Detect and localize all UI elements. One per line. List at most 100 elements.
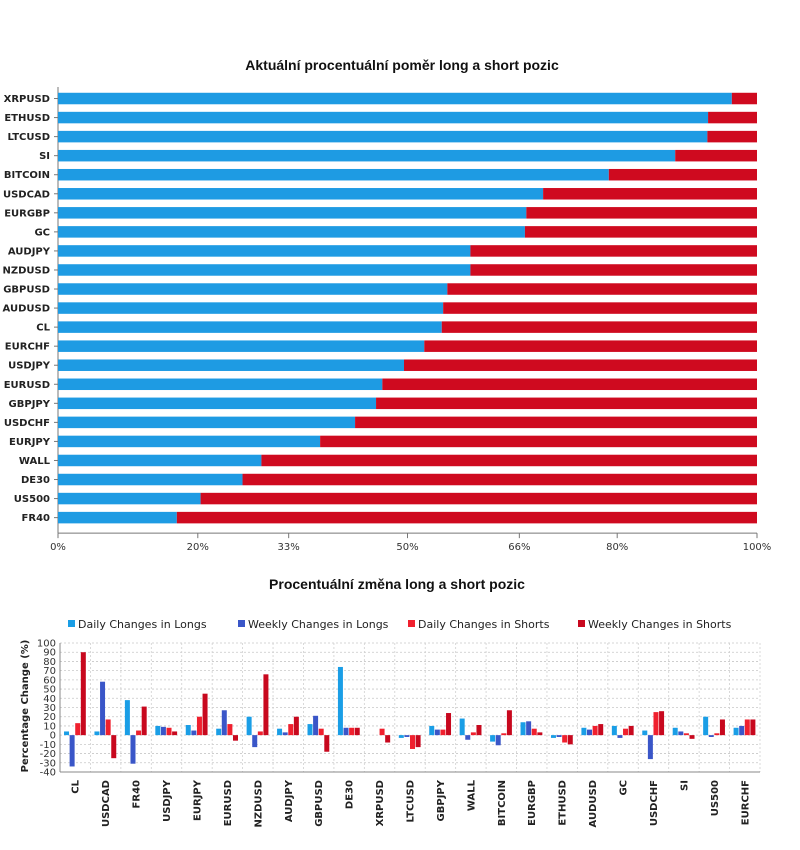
bar-daily-shorts-eurgbp[interactable] xyxy=(531,728,537,736)
bar-weekly-shorts-usdchf[interactable] xyxy=(659,711,665,736)
bar-daily-shorts-cl[interactable] xyxy=(75,723,81,736)
bar-long-xrpusd[interactable] xyxy=(58,92,732,105)
bar-short-us500[interactable] xyxy=(200,492,757,505)
bar-daily-longs-eurjpy[interactable] xyxy=(185,725,191,736)
bar-daily-longs-fr40[interactable] xyxy=(124,700,130,736)
bar-short-audusd[interactable] xyxy=(443,302,757,314)
bar-short-gbpjpy[interactable] xyxy=(376,397,757,410)
bar-daily-shorts-usdjpy[interactable] xyxy=(166,727,172,736)
bar-daily-longs-bitcoin[interactable] xyxy=(490,735,496,742)
bar-daily-longs-wall[interactable] xyxy=(459,718,465,736)
bar-long-eurgbp[interactable] xyxy=(58,207,527,219)
bar-weekly-longs-usdcad[interactable] xyxy=(100,681,106,736)
bar-daily-shorts-gbpjpy[interactable] xyxy=(440,729,446,736)
bar-weekly-shorts-eurusd[interactable] xyxy=(232,735,238,741)
bar-weekly-shorts-si[interactable] xyxy=(689,735,695,739)
bar-short-cl[interactable] xyxy=(441,321,757,333)
bar-weekly-shorts-ethusd[interactable] xyxy=(567,735,573,745)
bar-daily-shorts-usdchf[interactable] xyxy=(653,712,659,736)
bar-short-usdjpy[interactable] xyxy=(404,359,757,371)
bar-daily-longs-usdchf[interactable] xyxy=(642,730,648,736)
bar-weekly-longs-audusd[interactable] xyxy=(587,729,593,736)
bar-daily-shorts-si[interactable] xyxy=(683,733,689,736)
bar-short-gbpusd[interactable] xyxy=(447,283,757,295)
bar-daily-longs-eurgbp[interactable] xyxy=(520,722,526,736)
bar-long-nzdusd[interactable] xyxy=(58,264,471,276)
bar-daily-shorts-gbpusd[interactable] xyxy=(318,728,324,736)
bar-weekly-shorts-gbpusd[interactable] xyxy=(324,735,330,752)
bar-long-si[interactable] xyxy=(58,149,676,162)
bar-short-nzdusd[interactable] xyxy=(470,264,757,276)
bar-daily-shorts-audusd[interactable] xyxy=(592,725,598,736)
bar-weekly-shorts-bitcoin[interactable] xyxy=(506,710,512,736)
bar-long-cl[interactable] xyxy=(58,321,442,333)
bar-daily-longs-audjpy[interactable] xyxy=(277,728,283,736)
bar-daily-shorts-audjpy[interactable] xyxy=(288,724,294,736)
bar-long-usdchf[interactable] xyxy=(58,416,356,429)
bar-long-audusd[interactable] xyxy=(58,302,444,314)
bar-daily-shorts-de30[interactable] xyxy=(349,727,355,736)
bar-short-xrpusd[interactable] xyxy=(731,92,757,105)
bar-weekly-longs-nzdusd[interactable] xyxy=(252,735,258,748)
bar-daily-longs-nzdusd[interactable] xyxy=(246,716,252,736)
bar-daily-longs-eurusd[interactable] xyxy=(216,728,222,736)
bar-short-fr40[interactable] xyxy=(176,511,757,524)
bar-daily-longs-ltcusd[interactable] xyxy=(398,735,404,738)
bar-daily-longs-usdjpy[interactable] xyxy=(155,725,161,736)
bar-daily-shorts-eurusd[interactable] xyxy=(227,724,233,736)
bar-weekly-longs-usdjpy[interactable] xyxy=(160,726,166,736)
bar-daily-longs-si[interactable] xyxy=(672,727,678,736)
bar-short-audjpy[interactable] xyxy=(470,245,757,257)
bar-weekly-longs-gbpjpy[interactable] xyxy=(434,729,440,736)
bar-daily-shorts-bitcoin[interactable] xyxy=(501,733,507,736)
bar-weekly-shorts-gbpjpy[interactable] xyxy=(446,713,452,736)
bar-daily-longs-gbpjpy[interactable] xyxy=(429,725,435,736)
bar-long-gbpusd[interactable] xyxy=(58,283,448,295)
bar-daily-shorts-nzdusd[interactable] xyxy=(257,731,263,736)
bar-weekly-longs-ltcusd[interactable] xyxy=(404,735,410,737)
bar-daily-longs-de30[interactable] xyxy=(337,666,343,736)
bar-long-eurchf[interactable] xyxy=(58,340,425,352)
bar-weekly-longs-wall[interactable] xyxy=(465,735,471,740)
bar-daily-shorts-us500[interactable] xyxy=(714,733,720,736)
bar-weekly-shorts-de30[interactable] xyxy=(354,727,360,736)
bar-weekly-longs-eurusd[interactable] xyxy=(221,710,227,736)
bar-long-de30[interactable] xyxy=(58,473,243,486)
bar-short-eurgbp[interactable] xyxy=(526,207,757,219)
bar-daily-longs-cl[interactable] xyxy=(64,731,70,736)
bar-weekly-shorts-cl[interactable] xyxy=(80,652,86,736)
bar-daily-shorts-usdcad[interactable] xyxy=(105,719,111,736)
bar-daily-longs-us500[interactable] xyxy=(703,716,709,736)
bar-weekly-shorts-us500[interactable] xyxy=(719,719,725,736)
bar-daily-longs-gc[interactable] xyxy=(611,725,617,736)
bar-weekly-shorts-ltcusd[interactable] xyxy=(415,735,421,748)
bar-long-bitcoin[interactable] xyxy=(58,168,609,181)
bar-weekly-shorts-audjpy[interactable] xyxy=(293,716,299,736)
bar-daily-longs-gbpusd[interactable] xyxy=(307,724,313,736)
bar-daily-longs-ethusd[interactable] xyxy=(550,735,556,738)
bar-long-usdcad[interactable] xyxy=(58,188,544,200)
bar-short-eurchf[interactable] xyxy=(424,340,757,352)
bar-daily-shorts-xrpusd[interactable] xyxy=(379,728,385,736)
bar-weekly-longs-eurchf[interactable] xyxy=(739,725,745,736)
bar-short-bitcoin[interactable] xyxy=(608,168,757,181)
bar-weekly-shorts-eurchf[interactable] xyxy=(750,719,756,736)
bar-weekly-shorts-xrpusd[interactable] xyxy=(385,735,391,743)
bar-weekly-longs-ethusd[interactable] xyxy=(556,735,562,737)
bar-long-gc[interactable] xyxy=(58,226,525,238)
bar-daily-longs-usdcad[interactable] xyxy=(94,731,100,736)
bar-weekly-longs-de30[interactable] xyxy=(343,727,349,736)
bar-short-eurusd[interactable] xyxy=(382,378,757,391)
bar-short-gc[interactable] xyxy=(524,226,757,238)
bar-weekly-longs-usdchf[interactable] xyxy=(647,735,653,760)
bar-weekly-shorts-audusd[interactable] xyxy=(598,724,604,736)
bar-long-us500[interactable] xyxy=(58,492,201,505)
bar-short-de30[interactable] xyxy=(242,473,757,486)
bar-daily-shorts-eurchf[interactable] xyxy=(744,719,750,736)
bar-daily-shorts-fr40[interactable] xyxy=(136,730,142,736)
bar-short-eurjpy[interactable] xyxy=(320,435,757,448)
bar-long-usdjpy[interactable] xyxy=(58,359,405,371)
bar-weekly-longs-us500[interactable] xyxy=(708,735,714,737)
bar-long-eurjpy[interactable] xyxy=(58,435,321,448)
bar-weekly-longs-gc[interactable] xyxy=(617,735,623,738)
